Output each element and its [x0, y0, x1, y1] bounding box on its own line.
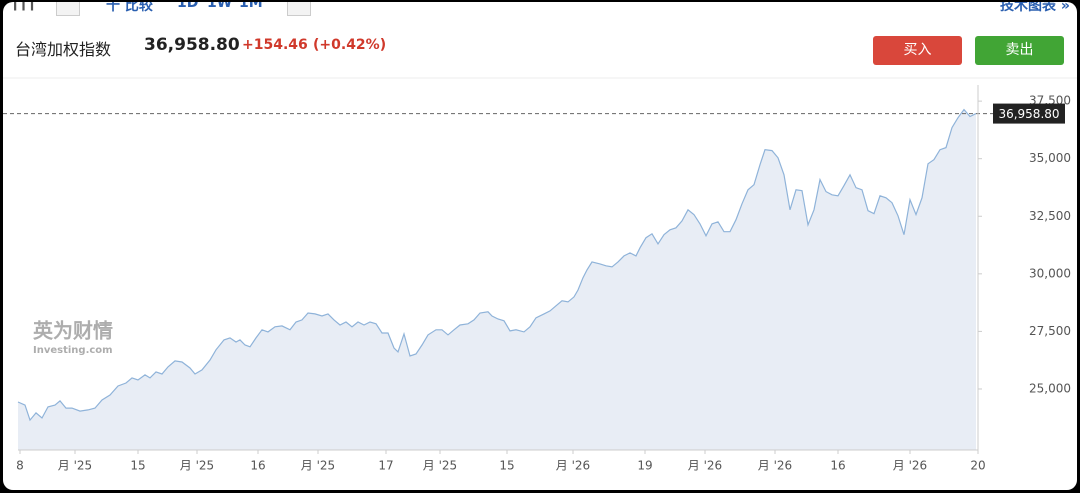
- x-tick-label: 8: [16, 459, 24, 473]
- settings-icon[interactable]: [287, 2, 311, 16]
- chart-type-icon[interactable]: [56, 2, 80, 16]
- x-tick-label: 15: [499, 459, 514, 473]
- x-tick-label: 19: [637, 459, 652, 473]
- watermark: Investing.com: [33, 345, 113, 356]
- y-tick-label: 32,500: [1029, 209, 1071, 223]
- window: ┃┃┃ 十 比较 1D 1W 1M 技术图表 » 台湾加权指数 36,958.8…: [3, 2, 1077, 490]
- instrument-name: 台湾加权指数: [15, 40, 112, 59]
- watermark: 英为财情: [33, 319, 113, 343]
- y-tick-label: 35,000: [1029, 151, 1071, 165]
- x-tick-label: 15: [130, 459, 145, 473]
- price-change: +154.46: [242, 37, 308, 53]
- x-tick-label: 17: [378, 459, 393, 473]
- line: [17, 108, 977, 422]
- last-price-label: 36,958.80: [998, 107, 1059, 121]
- chart: 英为财情 Investing.com 25,000 27,500 30,000 32,50…: [3, 77, 1077, 473]
- sell-button[interactable]: 卖出: [975, 36, 1064, 65]
- x-tick-label: 月 '25: [180, 459, 214, 473]
- y-tick-label: 27,500: [1029, 324, 1071, 338]
- technical-chart-link[interactable]: 技术图表 »: [1000, 2, 1070, 14]
- buy-button[interactable]: 买入: [873, 36, 962, 65]
- x-tick-label: 16: [830, 459, 845, 473]
- candle-icon[interactable]: ┃┃┃: [11, 2, 37, 11]
- x-tick-label: 16: [250, 459, 265, 473]
- x-tick-label: 月 '26: [556, 459, 590, 473]
- x-tick-label: 月 '26: [688, 459, 722, 473]
- range-button[interactable]: 1M: [239, 2, 263, 11]
- x-tick-label: 20: [970, 459, 985, 473]
- x-tick-label: 月 '26: [758, 459, 792, 473]
- last-price-box: [993, 103, 1065, 124]
- range-button[interactable]: 1W: [207, 2, 233, 11]
- last-price: 36,958.80: [144, 35, 240, 55]
- y-tick-label: 30,000: [1029, 266, 1071, 280]
- range-button[interactable]: 1D: [177, 2, 199, 11]
- compare-button[interactable]: 十 比较: [106, 2, 153, 14]
- x-tick-label: 月 '25: [58, 459, 92, 473]
- area: [18, 109, 976, 450]
- x-tick-label: 月 '25: [423, 459, 457, 473]
- percent-change: (+0.42%): [313, 37, 387, 53]
- y-tick-label: 25,000: [1029, 381, 1071, 395]
- x-tick-label: 月 '25: [301, 459, 335, 473]
- x-tick-label: 月 '26: [893, 459, 927, 473]
